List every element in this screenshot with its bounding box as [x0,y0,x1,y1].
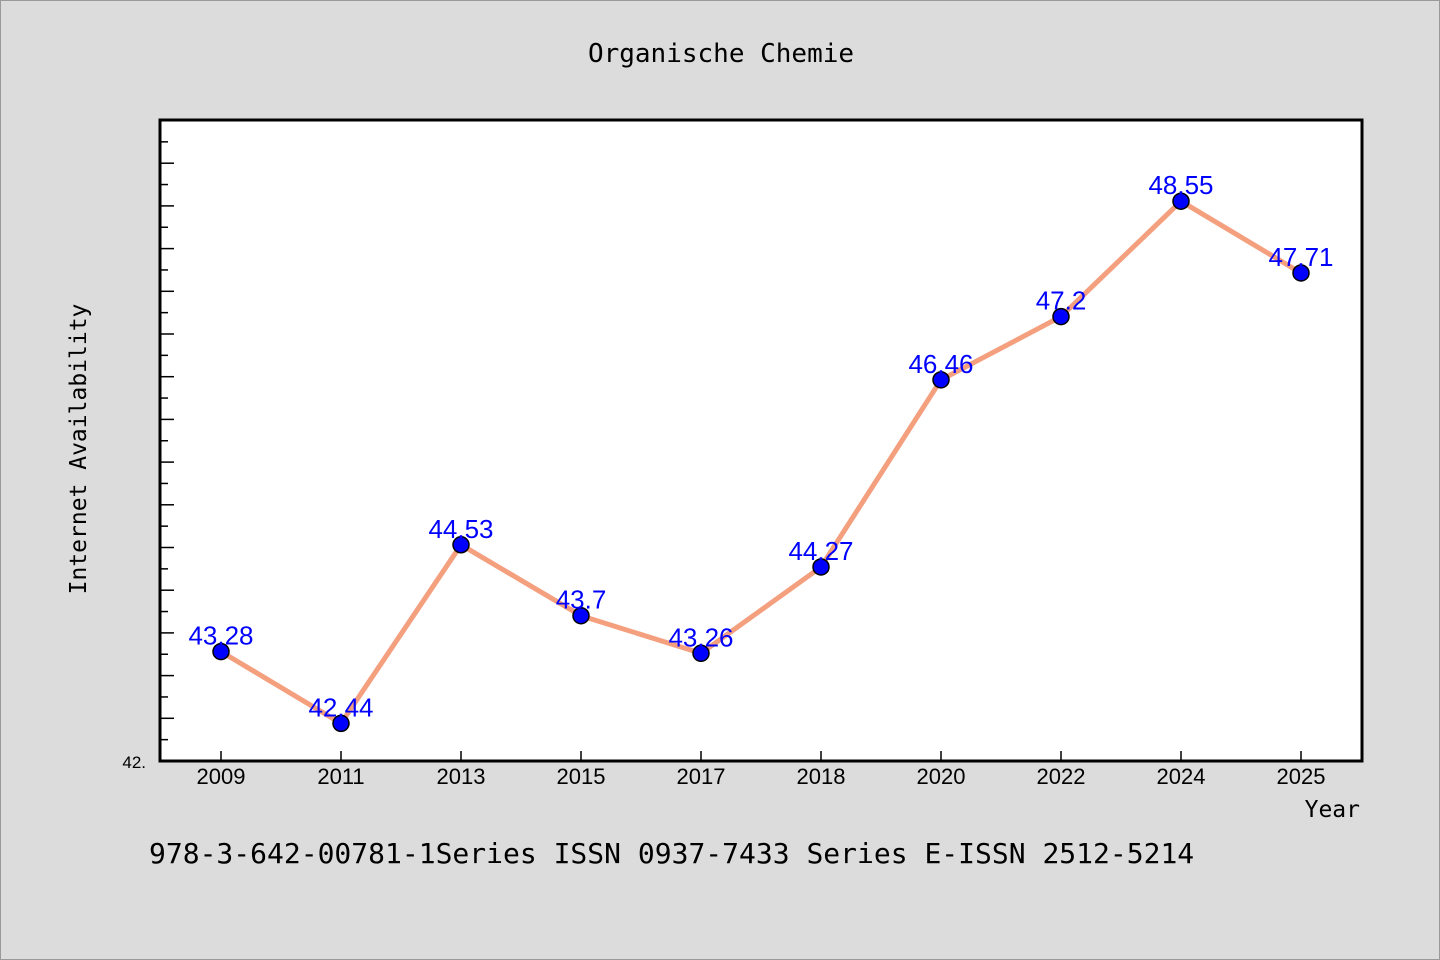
plot-area [158,118,1364,763]
x-tick-label: 2022 [1037,764,1086,789]
data-label: 48.55 [1148,170,1213,200]
data-point [452,536,470,554]
data-point [812,558,830,576]
data-label: 44.53 [428,514,493,544]
x-tick-label: 2018 [797,764,846,789]
data-points [212,192,1310,733]
data-label: 43.26 [668,622,733,652]
data-label: 46.46 [908,349,973,379]
data-point [572,606,590,625]
data-point [212,642,230,661]
x-tick-label: 2017 [677,764,726,789]
x-tick-label: 2013 [437,764,486,789]
data-label: 47.71 [1268,242,1333,272]
x-axis-ticks [220,751,1302,761]
data-point [932,371,950,389]
x-tick-label: 2015 [557,764,606,789]
x-tick-label: 2024 [1157,764,1206,789]
data-label: 43.28 [188,621,253,651]
data-labels: 43.28 42.44 44.53 43.7 43.26 44.27 46.46 47.2 48… [188,170,1333,722]
chart-title: Organische Chemie [588,39,854,69]
data-label: 43.7 [556,585,607,615]
x-tick-label: 2025 [1277,764,1326,789]
series-line [218,198,1304,726]
data-point [1292,264,1310,282]
x-tick-label: 2020 [917,764,966,789]
data-point [1172,192,1190,210]
data-point [1052,307,1070,326]
y-tick-label: 42. [122,753,146,772]
footer-isbn-text: 978-3-642-00781-1Series ISSN 0937-7433 S… [149,837,1194,870]
data-label: 42.44 [308,692,373,722]
y-axis-ticks [160,141,174,741]
data-label: 44.27 [788,536,853,566]
data-point [692,644,710,663]
x-tick-label: 2009 [197,764,246,789]
x-tick-label: 2011 [317,764,364,789]
x-axis-tick-labels: 2009 2011 2013 2015 2017 2018 2020 2022 2024 2025 [197,764,1326,789]
y-axis-label: Internet Availability [66,304,92,595]
data-point [332,714,350,733]
x-axis-label: Year [1305,797,1360,823]
data-label: 47.2 [1036,286,1087,316]
